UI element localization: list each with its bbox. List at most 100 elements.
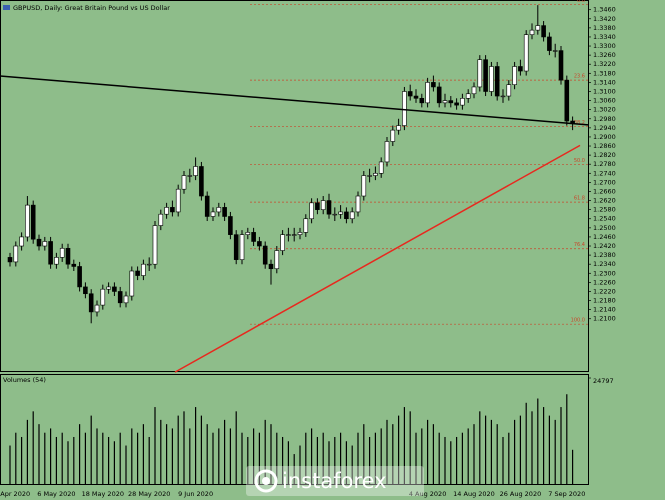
candle-body: [523, 34, 529, 72]
candle-body: [100, 288, 106, 306]
candle-body: [233, 234, 239, 260]
candle-body: [123, 295, 129, 304]
candle-body: [320, 200, 326, 210]
y-tick-label: 1.2540: [593, 215, 616, 223]
candle-body: [30, 204, 36, 240]
trend-line: [174, 144, 581, 373]
candle-body: [355, 195, 361, 213]
candle-body: [349, 211, 355, 220]
level-label: 0.0: [577, 0, 585, 4]
candle-body: [361, 175, 367, 197]
watermark-group: instaforex: [246, 466, 424, 496]
candle-body: [158, 213, 164, 226]
candle-body: [454, 102, 459, 106]
candle-body: [65, 247, 71, 265]
y-tick-label: 1.3100: [593, 87, 616, 95]
y-tick-label: 1.2580: [593, 206, 616, 214]
y-tick-label: 1.3300: [593, 42, 616, 50]
candle-body: [564, 79, 570, 122]
candle-body: [141, 263, 146, 276]
y-tick-label: 1.2380: [593, 251, 616, 259]
x-tick-label: 18 May 2020: [82, 490, 124, 498]
candle-body: [535, 25, 541, 31]
y-tick-label: 1.3420: [593, 15, 616, 23]
candle-body: [483, 59, 488, 92]
candle-body: [268, 263, 274, 270]
candle-body: [36, 238, 42, 247]
candle-body: [54, 257, 59, 265]
y-tick-label: 1.2620: [593, 197, 616, 205]
candle-body: [431, 82, 436, 88]
candle-body: [42, 241, 48, 247]
candle-body: [7, 257, 13, 263]
candle-body: [48, 241, 53, 265]
candle-body: [378, 161, 384, 174]
level-label: 50.0: [574, 158, 585, 164]
candle-body: [326, 200, 332, 215]
candle-body: [465, 93, 471, 99]
y-tick-label: 1.3260: [593, 51, 616, 59]
candle-body: [13, 245, 19, 263]
candle-body: [558, 50, 564, 81]
candle-body: [529, 29, 535, 35]
candle-body: [448, 100, 454, 104]
candle-body: [245, 232, 251, 235]
candle-body: [286, 234, 291, 236]
candle-body: [112, 286, 117, 292]
candle-body: [309, 202, 314, 220]
candle-body: [170, 207, 175, 213]
y-tick-label: 1.3380: [593, 24, 616, 32]
chart-title: GBPUSD, Daily: Great Britain Pound vs US…: [13, 4, 170, 12]
x-tick-label: 6 May 2020: [37, 490, 75, 498]
candle-body: [390, 129, 396, 142]
candle-body: [315, 202, 320, 210]
y-tick-label: 1.2820: [593, 151, 616, 159]
y-tick-label: 1.2340: [593, 260, 616, 268]
candle-body: [471, 86, 477, 95]
y-tick-label: 1.3460: [593, 6, 616, 14]
candle-body: [262, 245, 268, 265]
candle-body: [199, 166, 204, 197]
x-tick-label: 24 Apr 2020: [0, 490, 30, 498]
candle-body: [291, 234, 297, 236]
y-tick-label: 1.2180: [593, 297, 616, 305]
candle-body: [436, 86, 442, 104]
y-tick-label: 1.2140: [593, 306, 616, 314]
volume-title: Volumes (54): [3, 376, 46, 384]
plot-layer: 1.21001.21401.21801.22201.22601.23001.23…: [0, 0, 616, 498]
candle-body: [303, 218, 309, 233]
candle-body: [251, 232, 256, 242]
y-tick-label: 1.2100: [593, 315, 616, 323]
candle-body: [77, 266, 82, 288]
y-tick-label: 1.2740: [593, 169, 616, 177]
level-label: 23.6: [574, 74, 585, 80]
y-tick-label: 1.3180: [593, 69, 616, 77]
candle-body: [477, 59, 483, 88]
watermark: instaforex: [282, 469, 387, 493]
level-label: 38.2: [574, 120, 585, 126]
y-tick-label: 1.3340: [593, 33, 616, 41]
candle-body: [88, 293, 94, 313]
candle-body: [425, 82, 430, 104]
candle-body: [419, 98, 425, 104]
symbol-icon: [3, 5, 10, 10]
x-tick-label: 7 Sep 2020: [548, 490, 585, 498]
candle-body: [216, 207, 222, 213]
candle-body: [274, 250, 280, 270]
y-tick-label: 1.2700: [593, 178, 616, 186]
y-tick-label: 1.2420: [593, 242, 616, 250]
candle-body: [384, 141, 390, 163]
candle-body: [396, 125, 401, 131]
candle-body: [344, 211, 349, 220]
y-tick-label: 1.2500: [593, 224, 616, 232]
candle-body: [181, 175, 187, 190]
candle-body: [228, 216, 233, 235]
y-tick-label: 1.2860: [593, 142, 616, 150]
candle-body: [500, 95, 506, 98]
candle-body: [193, 166, 198, 176]
candle-body: [460, 98, 465, 106]
candle-body: [297, 232, 303, 235]
y-tick-label: 1.2260: [593, 278, 616, 286]
candle-body: [117, 291, 123, 304]
